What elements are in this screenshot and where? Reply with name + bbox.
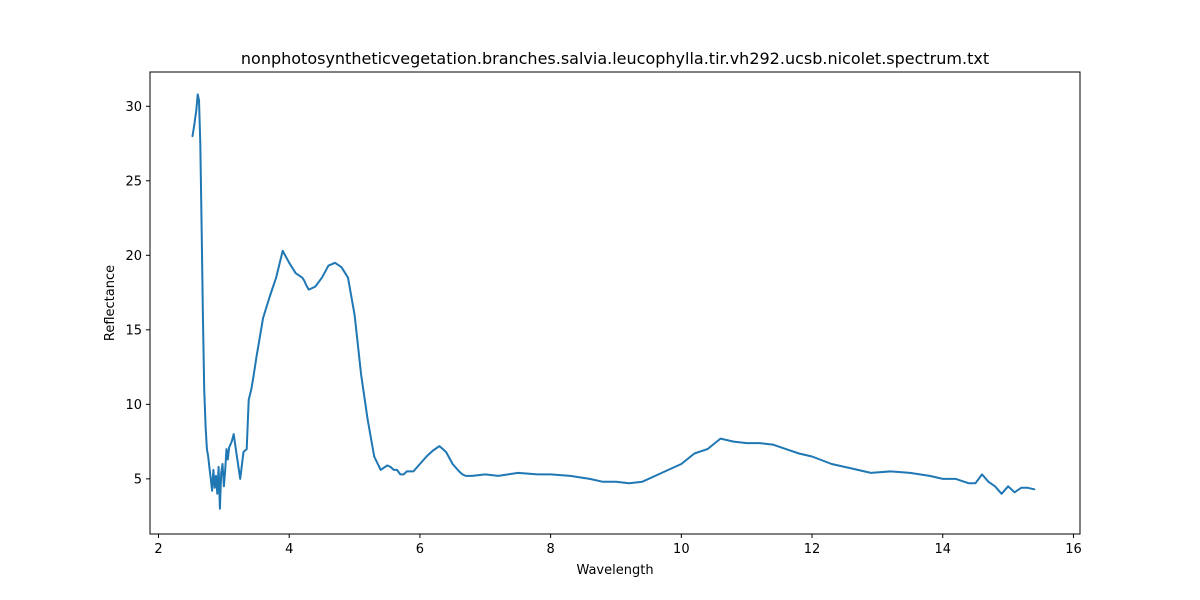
y-axis-label: Reflectance (103, 265, 118, 341)
x-tick-label: 12 (804, 542, 821, 557)
y-tick-label: 20 (125, 249, 142, 264)
axes-frame (149, 71, 1081, 535)
x-tick-label: 6 (416, 542, 424, 557)
x-tick-label: 16 (1065, 542, 1082, 557)
x-tick-label: 14 (934, 542, 951, 557)
x-axis-label: Wavelength (576, 563, 653, 578)
y-tick-label: 30 (125, 100, 142, 115)
y-tick-label: 5 (134, 472, 142, 487)
y-tick-label: 25 (125, 174, 142, 189)
y-tick-label: 15 (125, 323, 142, 338)
plot-area (191, 93, 1036, 510)
x-tick-label: 2 (154, 542, 162, 557)
spectrum-line (191, 93, 1036, 510)
x-tick-label: 8 (546, 542, 554, 557)
x-tick-label: 10 (673, 542, 690, 557)
x-tick-label: 4 (285, 542, 293, 557)
y-tick-label: 10 (125, 398, 142, 413)
chart-title: nonphotosyntheticvegetation.branches.sal… (241, 49, 989, 68)
axis-ticks: 2 4 6 8 10 12 14 16 5 10 15 20 25 30 (125, 100, 1081, 557)
